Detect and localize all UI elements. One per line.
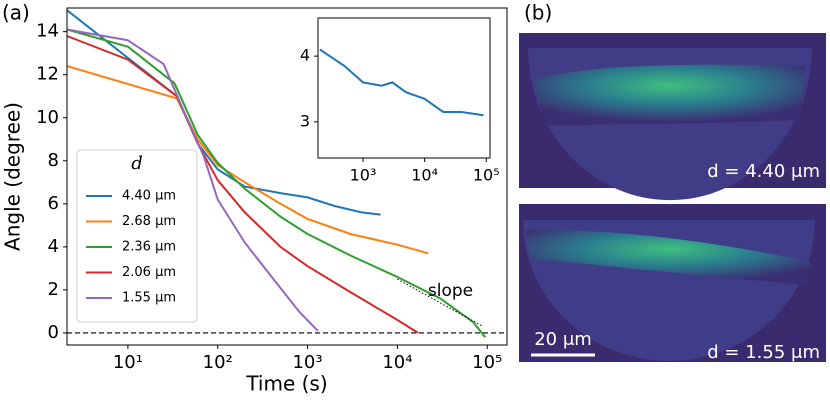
y-tick-label: 10 — [36, 107, 59, 128]
image-label: d = 4.40 μm — [707, 161, 820, 182]
y-tick-label: 4 — [300, 46, 310, 65]
image-2 — [519, 204, 826, 362]
image-1 — [519, 33, 826, 201]
y-tick-label: 0 — [48, 322, 59, 343]
inset-bg — [318, 18, 490, 158]
legend-label: 2.36 μm — [122, 240, 176, 255]
x-tick-label: 10⁵ — [472, 352, 502, 373]
y-tick-label: 14 — [36, 21, 59, 42]
y-tick-label: 6 — [48, 193, 59, 214]
y-axis-label: Angle (degree) — [1, 102, 25, 251]
panel-label: (a) — [2, 1, 30, 25]
x-tick-label: 10⁵ — [473, 166, 500, 185]
x-tick-label: 10² — [203, 352, 233, 373]
legend-title: d — [131, 153, 143, 174]
plot-frame — [317, 17, 491, 159]
y-tick-label: 4 — [48, 236, 59, 257]
x-tick-label: 10⁴ — [411, 166, 438, 185]
y-tick-label: 8 — [48, 150, 59, 171]
slope-line — [397, 278, 484, 327]
image-band — [534, 64, 805, 125]
x-tick-label: 10³ — [292, 352, 322, 373]
y-tick-label: 2 — [48, 279, 59, 300]
x-tick-label: 10⁴ — [382, 352, 412, 373]
legend-label: 2.06 μm — [122, 265, 176, 280]
series-line — [66, 28, 486, 338]
series-line — [66, 35, 419, 334]
legend-label: 2.68 μm — [122, 214, 176, 229]
x-axis-label: Time (s) — [245, 372, 327, 396]
x-tick-label: 10¹ — [113, 352, 143, 373]
scale-bar-label: 20 μm — [534, 329, 592, 350]
x-tick-label: 10³ — [350, 166, 377, 185]
image-label: d = 1.55 μm — [707, 342, 820, 363]
series-line — [66, 28, 319, 332]
y-tick-label: 12 — [36, 64, 59, 85]
image-band — [526, 229, 812, 285]
panel-label: (b) — [524, 1, 552, 25]
legend-label: 4.40 μm — [122, 189, 176, 204]
plot-frame — [66, 7, 508, 346]
annotation: slope — [428, 281, 473, 301]
y-tick-label: 3 — [300, 111, 310, 130]
legend-label: 1.55 μm — [122, 291, 176, 306]
series-line — [319, 48, 484, 117]
legend-box — [76, 149, 198, 323]
